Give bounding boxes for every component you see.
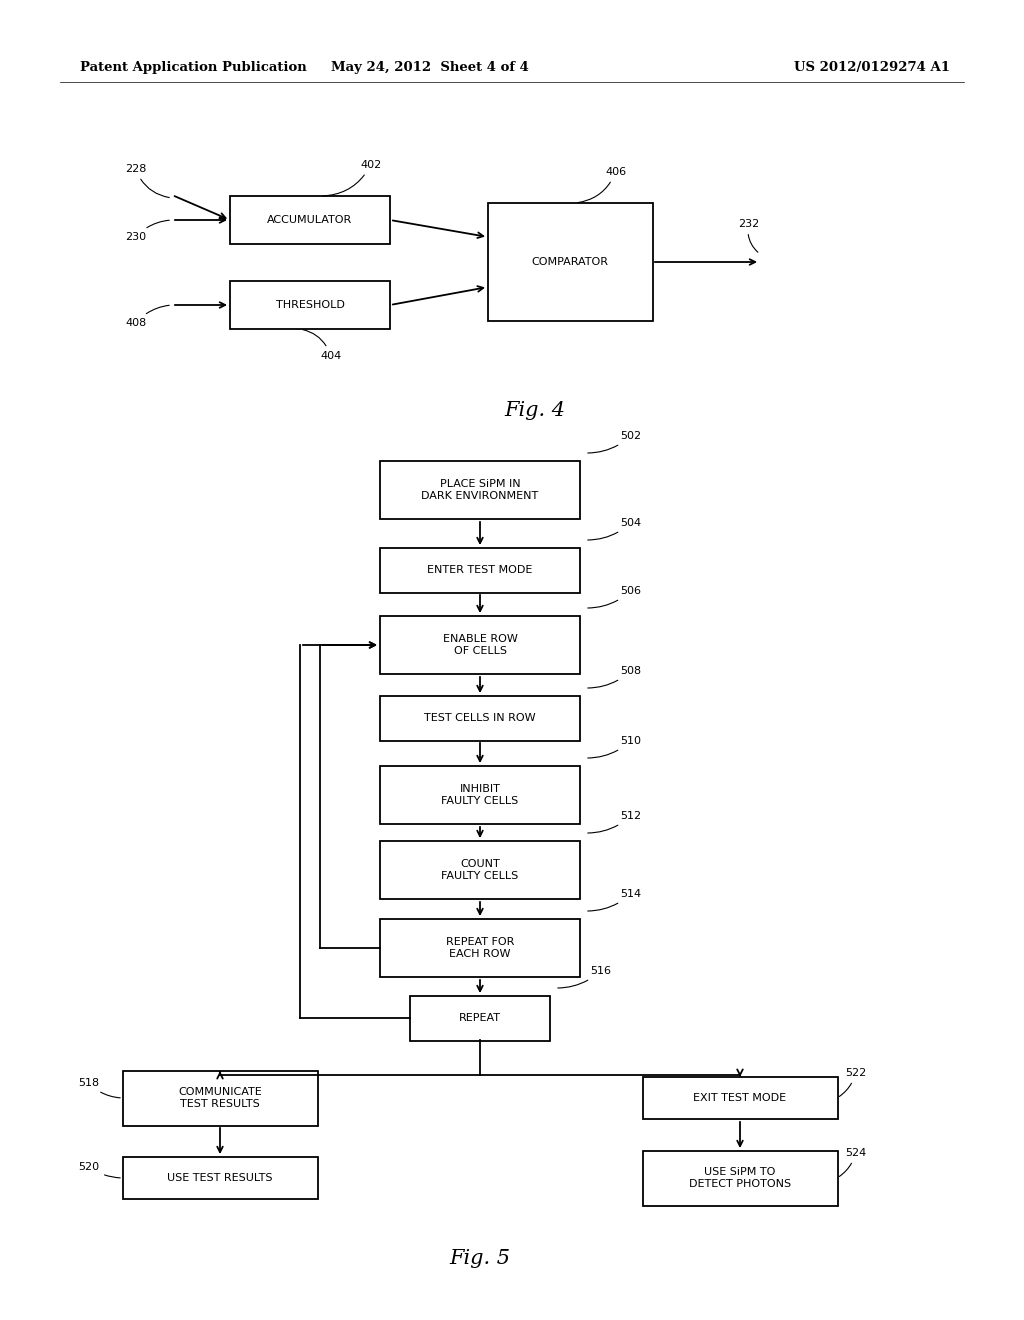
Text: 522: 522 — [840, 1068, 866, 1097]
Text: USE TEST RESULTS: USE TEST RESULTS — [167, 1173, 272, 1183]
Text: 406: 406 — [578, 168, 626, 203]
Bar — [380, 461, 580, 519]
Text: 512: 512 — [588, 810, 641, 833]
Text: 502: 502 — [588, 432, 641, 453]
Bar — [380, 696, 580, 741]
Text: Fig. 4: Fig. 4 — [505, 400, 565, 420]
Text: THRESHOLD: THRESHOLD — [275, 300, 344, 310]
Text: PLACE SiPM IN
DARK ENVIRONMENT: PLACE SiPM IN DARK ENVIRONMENT — [421, 479, 539, 500]
Bar — [380, 766, 580, 824]
Text: US 2012/0129274 A1: US 2012/0129274 A1 — [794, 62, 950, 74]
Text: 232: 232 — [738, 219, 759, 252]
Text: ENTER TEST MODE: ENTER TEST MODE — [427, 565, 532, 576]
Text: 228: 228 — [125, 164, 169, 198]
Text: EXIT TEST MODE: EXIT TEST MODE — [693, 1093, 786, 1104]
Text: 508: 508 — [588, 667, 641, 688]
Bar — [380, 548, 580, 593]
Bar — [380, 841, 580, 899]
Bar — [380, 616, 580, 675]
Bar — [642, 1077, 838, 1119]
Text: 514: 514 — [588, 888, 641, 911]
Text: COMPARATOR: COMPARATOR — [531, 257, 608, 267]
Text: 402: 402 — [323, 160, 381, 195]
Text: 516: 516 — [558, 966, 611, 987]
Text: 230: 230 — [125, 220, 169, 242]
Text: Patent Application Publication: Patent Application Publication — [80, 62, 307, 74]
Text: 518: 518 — [78, 1078, 120, 1098]
Text: May 24, 2012  Sheet 4 of 4: May 24, 2012 Sheet 4 of 4 — [331, 62, 529, 74]
Text: Fig. 5: Fig. 5 — [450, 1249, 511, 1267]
Text: 506: 506 — [588, 586, 641, 609]
Bar — [410, 995, 550, 1040]
Text: 520: 520 — [78, 1162, 120, 1177]
Text: COUNT
FAULTY CELLS: COUNT FAULTY CELLS — [441, 859, 518, 880]
Text: 408: 408 — [125, 305, 169, 327]
Text: 404: 404 — [303, 330, 341, 360]
Text: 524: 524 — [840, 1148, 866, 1176]
Text: REPEAT: REPEAT — [459, 1012, 501, 1023]
Text: 510: 510 — [588, 737, 641, 758]
Text: ACCUMULATOR: ACCUMULATOR — [267, 215, 352, 224]
Text: USE SiPM TO
DETECT PHOTONS: USE SiPM TO DETECT PHOTONS — [689, 1167, 792, 1189]
Bar — [230, 281, 390, 329]
Bar — [123, 1158, 317, 1199]
Bar — [123, 1071, 317, 1126]
Bar — [380, 919, 580, 977]
Text: COMMUNICATE
TEST RESULTS: COMMUNICATE TEST RESULTS — [178, 1088, 262, 1109]
Bar — [642, 1151, 838, 1205]
Text: INHIBIT
FAULTY CELLS: INHIBIT FAULTY CELLS — [441, 784, 518, 805]
Text: REPEAT FOR
EACH ROW: REPEAT FOR EACH ROW — [445, 937, 514, 958]
Text: ENABLE ROW
OF CELLS: ENABLE ROW OF CELLS — [442, 634, 517, 656]
Text: TEST CELLS IN ROW: TEST CELLS IN ROW — [424, 713, 536, 723]
Text: 504: 504 — [588, 517, 641, 540]
Bar — [230, 195, 390, 244]
Bar — [487, 203, 652, 321]
